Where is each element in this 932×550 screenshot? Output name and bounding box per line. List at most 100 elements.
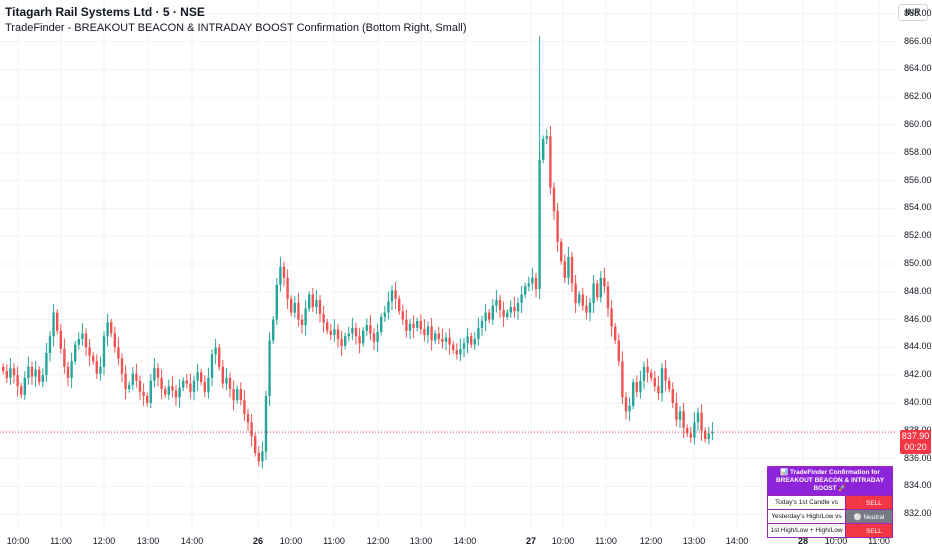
last-price-label: 837.90 00:20: [900, 430, 931, 454]
candle-body: [52, 312, 55, 337]
candle-body: [405, 319, 408, 331]
candle-body: [567, 257, 570, 278]
candle-body: [560, 241, 563, 262]
candle-body: [318, 300, 322, 315]
candle-body: [257, 452, 260, 462]
candle-body: [12, 368, 16, 376]
time-tick-label: 13:00: [136, 536, 160, 546]
candle-body: [502, 309, 505, 317]
candle-body: [81, 333, 84, 340]
time-tick-label: 10:00: [824, 536, 848, 546]
candle-body: [426, 326, 430, 335]
candle-body: [570, 257, 574, 284]
time-axis[interactable]: [0, 528, 896, 550]
table-title-line2: BREAKOUT BEACON & INTRADAY BOOST 🚀: [775, 477, 885, 492]
candle-body: [2, 366, 5, 371]
price-tick-label: 842.00: [904, 369, 932, 380]
candle-body: [419, 320, 422, 330]
candle-body: [138, 380, 142, 392]
candle-body: [646, 366, 649, 373]
candle-body: [27, 366, 30, 378]
candle-body: [221, 366, 224, 384]
candle-body: [441, 339, 444, 342]
candle-body: [354, 327, 358, 337]
candle-body: [682, 411, 685, 428]
candle-body: [297, 302, 300, 320]
row-signal: ⚪ Neutral: [846, 510, 892, 523]
candlestick-chart[interactable]: [0, 0, 896, 528]
time-tick-label: 14:00: [453, 536, 477, 546]
price-tick-label: 852.00: [904, 230, 932, 241]
candle-body: [66, 366, 70, 378]
candle-body: [423, 329, 426, 335]
chart-legend: Titagarh Rail Systems Ltd · 5 · NSE Trad…: [5, 4, 467, 36]
candle-body: [171, 386, 174, 391]
candle-body: [624, 397, 628, 412]
candle-body: [653, 377, 656, 387]
candle-body: [668, 380, 671, 390]
candle-body: [254, 436, 257, 453]
candle-body: [117, 347, 120, 359]
price-tick-label: 866.00: [904, 35, 932, 46]
candle-body: [102, 336, 106, 367]
candle-body: [495, 300, 498, 306]
candle-body: [77, 339, 80, 345]
candle-body: [480, 320, 484, 328]
candle-body: [675, 402, 678, 420]
candle-body: [99, 366, 102, 374]
candle-body: [92, 355, 95, 362]
candle-body: [322, 314, 325, 323]
symbol-title[interactable]: Titagarh Rail Systems Ltd · 5 · NSE: [5, 5, 205, 19]
candle-body: [20, 386, 23, 395]
candle-body: [185, 380, 188, 384]
candle-body: [650, 372, 653, 378]
time-tick-label: 11:00: [50, 536, 72, 546]
candle-body: [365, 325, 368, 331]
row-signal: 🔻 SELL: [846, 496, 892, 509]
time-tick-label: 12:00: [639, 536, 663, 546]
candle-body: [74, 344, 77, 362]
time-tick-label: 11:00: [323, 536, 345, 546]
candle-body: [232, 389, 235, 401]
candle-body: [657, 386, 660, 394]
time-tick-label: 12:00: [92, 536, 116, 546]
candle-body: [45, 352, 48, 376]
price-tick-label: 838.00: [904, 425, 932, 435]
candle-body: [477, 327, 480, 340]
candle-body: [207, 377, 210, 392]
price-tick-label: 868.00: [904, 7, 932, 18]
candle-body: [394, 290, 397, 299]
row-label: Yesterday's High/Low vs: [768, 510, 846, 523]
candle-body: [513, 307, 516, 312]
candle-body: [527, 283, 530, 287]
candle-body: [412, 323, 415, 328]
candle-body: [149, 380, 152, 403]
candle-body: [383, 312, 386, 317]
indicator-title[interactable]: TradeFinder - BREAKOUT BEACON & INTRADAY…: [5, 22, 467, 34]
candle-body: [286, 277, 289, 299]
candle-body: [110, 322, 113, 334]
candle-body: [268, 340, 271, 396]
candle-body: [214, 347, 217, 355]
candle-body: [311, 294, 314, 308]
candle-body: [38, 369, 41, 383]
candle-body: [516, 302, 520, 312]
time-tick-label: 14:00: [725, 536, 749, 546]
candle-body: [632, 382, 635, 406]
candle-body: [599, 277, 602, 298]
table-row: Yesterday's High/Low vs ⚪ Neutral: [768, 509, 892, 523]
candle-body: [711, 432, 714, 434]
candle-body: [250, 422, 253, 437]
candle-body: [153, 368, 156, 381]
currency-button[interactable]: INR: [898, 4, 928, 21]
candle-body: [484, 312, 487, 321]
chart-pane[interactable]: [0, 0, 896, 528]
price-tick-label: 854.00: [904, 202, 932, 213]
candle-body: [542, 138, 545, 160]
candle-body: [70, 361, 73, 378]
candle-body: [621, 361, 624, 398]
candle-body: [84, 333, 88, 348]
row-label: 1st High/Low + High/Low: [768, 524, 846, 537]
candle-body: [63, 348, 66, 367]
price-tick-label: 864.00: [904, 63, 932, 74]
